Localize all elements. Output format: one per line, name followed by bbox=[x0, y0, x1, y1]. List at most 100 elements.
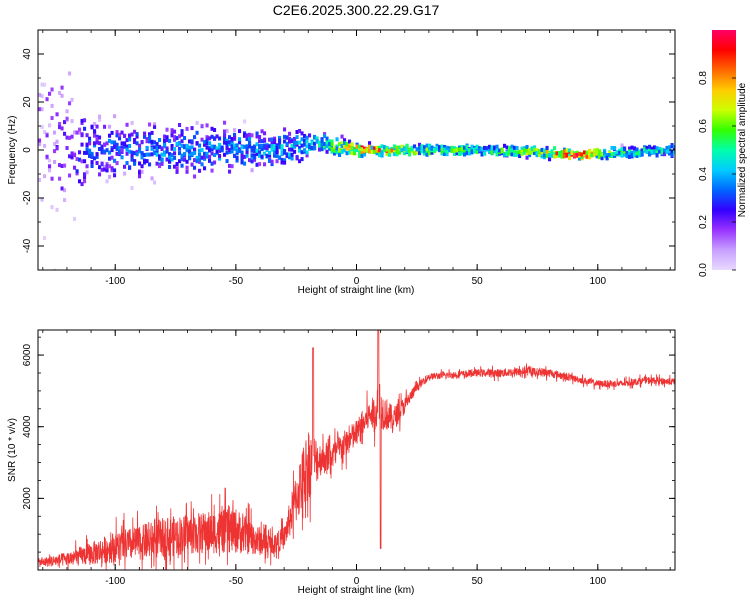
snr-panel: -100 -50 0 50 100 2000 4000 6000 Height of stra… bbox=[7, 329, 676, 596]
spectrogram-cell bbox=[288, 131, 292, 136]
spectrogram-cell bbox=[378, 153, 382, 158]
spectrogram-cell bbox=[278, 138, 282, 143]
spectrogram-cell bbox=[128, 133, 132, 138]
spectrogram-cell bbox=[155, 147, 159, 152]
spectrogram-cell bbox=[65, 135, 69, 140]
spectrogram-cell bbox=[105, 168, 109, 173]
spectrogram-cell bbox=[313, 146, 317, 150]
spectrogram-cell bbox=[218, 143, 222, 148]
spectrogram-cell bbox=[158, 144, 162, 149]
spectrogram-cell bbox=[178, 123, 182, 127]
spectrogram-cell bbox=[58, 91, 62, 95]
spectrogram-cell bbox=[485, 146, 489, 151]
spectrogram-cell bbox=[235, 145, 239, 150]
spectrogram-cell bbox=[193, 158, 197, 163]
spectrogram-cell bbox=[250, 133, 254, 138]
spectrogram-cell bbox=[103, 142, 107, 147]
spectrogram-cell bbox=[510, 148, 514, 153]
spectrogram-cell bbox=[78, 157, 82, 162]
spectrogram-cell bbox=[460, 147, 464, 152]
spectrogram-cell bbox=[225, 140, 229, 145]
spectrogram-cell bbox=[90, 151, 94, 156]
spectrogram-cell bbox=[358, 147, 362, 152]
spectrogram-cell bbox=[330, 147, 334, 152]
spectrogram-cell bbox=[440, 144, 444, 149]
spectrogram-cell bbox=[378, 148, 382, 153]
spectrogram-cell bbox=[153, 150, 157, 155]
spectrogram-cell bbox=[180, 129, 184, 134]
spectrogram-cell bbox=[128, 144, 132, 148]
spectrogram-cell bbox=[568, 156, 572, 161]
spectrogram-cell bbox=[118, 146, 122, 151]
spectrogram-cell bbox=[373, 147, 377, 152]
spectrogram-cell bbox=[143, 134, 147, 139]
spectrogram-cell bbox=[595, 147, 599, 152]
spectrogram-cell bbox=[233, 132, 237, 137]
spectrogram-cell bbox=[225, 138, 229, 143]
spectrogram-cell bbox=[263, 137, 267, 142]
spectrogram-cell bbox=[200, 155, 204, 160]
spectrogram-y-tick-label: -20 bbox=[22, 190, 33, 205]
spectrogram-cell bbox=[180, 139, 184, 144]
spectrogram-cell bbox=[43, 143, 47, 148]
spectrogram-cell bbox=[258, 139, 262, 144]
spectrogram-cell bbox=[563, 149, 567, 154]
spectrogram-cell bbox=[173, 135, 177, 140]
spectrogram-cell bbox=[513, 149, 517, 154]
spectrogram-cell bbox=[180, 143, 184, 148]
spectrogram-cell bbox=[178, 134, 182, 139]
spectrogram-cell bbox=[123, 142, 127, 146]
spectrogram-cell bbox=[343, 138, 347, 143]
spectrogram-cell bbox=[148, 137, 152, 142]
spectrogram-cell bbox=[250, 168, 254, 173]
spectrogram-cell bbox=[183, 136, 187, 140]
spectrogram-cell bbox=[60, 186, 64, 191]
spectrogram-cell bbox=[425, 150, 429, 155]
spectrogram-cell bbox=[315, 136, 319, 141]
spectrogram-cell bbox=[268, 159, 272, 163]
spectrogram-cell bbox=[283, 160, 287, 165]
spectrogram-cell bbox=[625, 154, 629, 159]
spectrogram-cell bbox=[98, 147, 102, 151]
spectrogram-cell bbox=[38, 178, 42, 182]
spectrogram-cell bbox=[305, 150, 309, 155]
spectrogram-cell bbox=[175, 162, 179, 166]
spectrogram-cell bbox=[610, 152, 614, 157]
spectrogram-cell bbox=[610, 145, 614, 150]
spectrogram-cell bbox=[365, 147, 369, 152]
spectrogram-cell bbox=[300, 157, 304, 162]
spectrogram-cell bbox=[600, 156, 604, 161]
spectrogram-cell bbox=[215, 146, 219, 151]
spectrogram-cell bbox=[408, 152, 412, 157]
spectrogram-cell bbox=[288, 155, 292, 160]
spectrogram-cell bbox=[153, 140, 157, 145]
spectrogram-cell bbox=[48, 168, 52, 173]
spectrogram-cell bbox=[45, 133, 49, 138]
spectrogram-cell bbox=[78, 130, 82, 135]
spectrogram-cell bbox=[618, 148, 622, 153]
spectrogram-cell bbox=[145, 145, 149, 150]
spectrogram-cell bbox=[108, 150, 112, 155]
spectrogram-cell bbox=[198, 159, 202, 164]
spectrogram-cell bbox=[320, 143, 324, 148]
spectrogram-cell bbox=[520, 151, 524, 156]
spectrogram-cell bbox=[288, 147, 292, 152]
spectrogram-cell bbox=[163, 134, 167, 139]
spectrogram-cell bbox=[95, 140, 99, 145]
spectrogram-cell bbox=[388, 149, 392, 154]
spectrogram-cell bbox=[508, 149, 512, 154]
spectrogram-cell bbox=[263, 131, 267, 136]
spectrogram-cell bbox=[385, 152, 389, 157]
spectrogram-cell bbox=[83, 150, 87, 155]
spectrogram-cell bbox=[233, 128, 237, 133]
spectrogram-cell bbox=[138, 147, 142, 152]
spectrogram-cell bbox=[68, 154, 72, 159]
spectrogram-cell bbox=[170, 153, 174, 157]
spectrogram-cell bbox=[310, 141, 314, 145]
spectrogram-cell bbox=[398, 145, 402, 150]
spectrogram-cell bbox=[670, 143, 674, 147]
spectrogram-cell bbox=[205, 151, 209, 156]
spectrogram-cell bbox=[73, 153, 77, 158]
spectrogram-cell bbox=[553, 152, 557, 157]
spectrogram-cell bbox=[110, 146, 114, 150]
